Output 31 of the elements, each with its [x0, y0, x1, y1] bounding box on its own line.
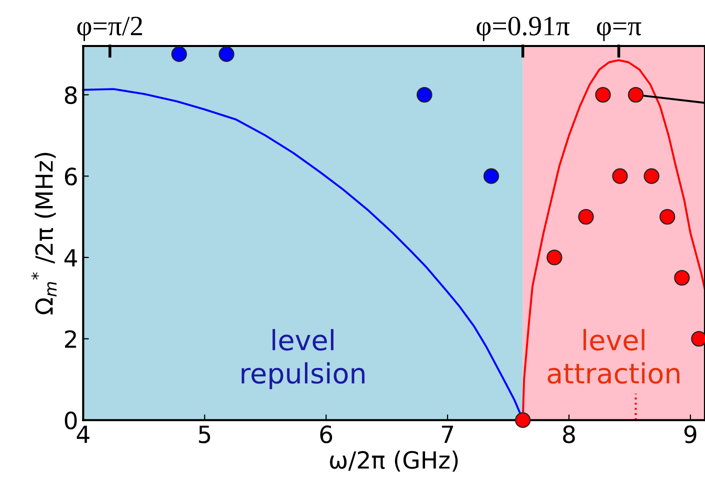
point [546, 250, 562, 266]
x-axis-title: ω/2π (GHz) [330, 450, 458, 472]
x-tick-label: 4 [76, 426, 90, 443]
y-axis-title: Ω$_{m}$$^{*}$ /2π (MHz) [31, 152, 57, 314]
x-tick-label: 6 [320, 425, 332, 444]
point [483, 168, 500, 184]
point [218, 46, 234, 62]
y-tick-label: 6 [64, 168, 77, 186]
x-tick-label: 9 [684, 425, 696, 444]
band-label: level repulsion [242, 329, 364, 390]
point [514, 412, 531, 428]
point [171, 46, 187, 62]
x-tick-label: 8 [563, 425, 575, 444]
y-tick-label: 8 [64, 86, 77, 104]
y-tick-label: 2 [65, 330, 76, 348]
point [612, 168, 628, 184]
x-tick-label: 7 [442, 426, 454, 443]
annotation: φ=π/2 [77, 16, 142, 42]
annotation: φ=π [596, 22, 642, 42]
band-label: level attraction [548, 329, 680, 384]
x-tick-label: 5 [198, 426, 210, 444]
point [628, 86, 644, 103]
point [660, 208, 676, 225]
y-tick-label: 0 [64, 412, 77, 430]
point [578, 208, 594, 225]
point [644, 168, 660, 184]
point [674, 270, 690, 286]
point [595, 86, 611, 103]
annotation: φ=0.91π [476, 16, 570, 42]
y-tick-label: 4 [64, 249, 78, 266]
point [416, 86, 432, 103]
